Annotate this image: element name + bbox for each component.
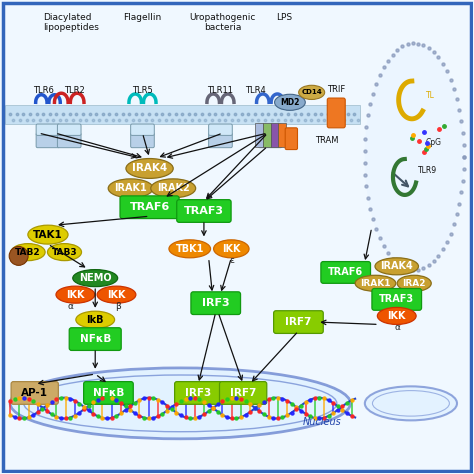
FancyBboxPatch shape [321,262,371,283]
FancyBboxPatch shape [255,123,263,147]
FancyBboxPatch shape [174,382,222,404]
Ellipse shape [274,94,305,110]
Ellipse shape [299,85,325,100]
Text: Nucleus: Nucleus [303,417,341,427]
Ellipse shape [108,179,153,198]
Text: IkB: IkB [86,315,104,325]
Ellipse shape [9,246,28,265]
FancyBboxPatch shape [209,124,232,136]
FancyBboxPatch shape [327,98,345,128]
Ellipse shape [365,386,457,420]
Text: TLR2: TLR2 [64,86,84,95]
FancyBboxPatch shape [36,133,60,148]
FancyBboxPatch shape [258,124,282,136]
Ellipse shape [126,158,173,178]
Text: Flagellin: Flagellin [123,12,162,21]
Text: IRAK2: IRAK2 [157,183,190,193]
Text: TLR4: TLR4 [246,86,266,95]
FancyBboxPatch shape [209,133,232,148]
Text: β: β [115,301,121,310]
Text: TRAF3: TRAF3 [379,294,414,304]
FancyBboxPatch shape [69,328,121,350]
Text: CpG: CpG [426,138,442,147]
Text: TBK1: TBK1 [175,244,204,254]
FancyBboxPatch shape [372,289,421,310]
Ellipse shape [97,286,136,303]
Text: α: α [395,323,401,332]
FancyBboxPatch shape [258,133,282,148]
FancyBboxPatch shape [273,311,323,333]
Ellipse shape [377,308,416,324]
Ellipse shape [355,275,396,292]
FancyBboxPatch shape [278,123,286,147]
Ellipse shape [11,244,45,261]
Ellipse shape [10,368,350,439]
Text: TAB3: TAB3 [52,247,77,256]
FancyBboxPatch shape [120,196,179,219]
FancyBboxPatch shape [83,382,133,404]
Text: IKK: IKK [387,311,406,321]
Text: MD2: MD2 [280,98,300,107]
Text: α: α [68,301,73,310]
FancyBboxPatch shape [57,124,81,136]
Text: IRAK1: IRAK1 [114,183,147,193]
Ellipse shape [397,275,431,292]
Text: IRAK4: IRAK4 [380,261,413,271]
FancyBboxPatch shape [219,382,267,404]
Ellipse shape [76,311,115,328]
Text: TLR11: TLR11 [208,86,234,95]
Ellipse shape [47,244,82,261]
FancyBboxPatch shape [285,128,298,150]
Text: NFκB: NFκB [93,388,124,398]
Text: TLR9: TLR9 [418,166,437,175]
Text: IRA2: IRA2 [402,279,426,288]
Text: TLR6: TLR6 [33,86,54,95]
FancyBboxPatch shape [177,200,231,222]
Text: IRF3: IRF3 [185,388,211,398]
Text: IKK: IKK [107,290,126,300]
Text: IRF3: IRF3 [202,298,229,308]
Text: IRF7: IRF7 [230,388,256,398]
Text: LPS: LPS [276,12,292,21]
Text: TAK1: TAK1 [33,229,63,240]
Text: CD14: CD14 [301,90,322,95]
Text: TRAF6: TRAF6 [328,267,363,277]
Text: Diacylated
lipopeptides: Diacylated lipopeptides [43,12,99,32]
Text: ε: ε [230,256,235,265]
Ellipse shape [375,258,419,275]
Ellipse shape [365,43,464,270]
Text: TRAF3: TRAF3 [184,206,224,216]
Text: Uropathogenic
bacteria: Uropathogenic bacteria [190,12,256,32]
Text: NEMO: NEMO [79,273,111,283]
Text: TLR5: TLR5 [132,86,153,95]
Text: TRIF: TRIF [327,85,346,94]
FancyBboxPatch shape [191,292,240,315]
Ellipse shape [169,240,210,258]
Ellipse shape [28,225,68,244]
Text: IKK: IKK [66,290,85,300]
Text: TL: TL [426,91,435,100]
Text: TRAF6: TRAF6 [129,202,170,212]
FancyBboxPatch shape [271,123,278,147]
Ellipse shape [214,240,249,258]
FancyBboxPatch shape [57,133,81,148]
Ellipse shape [56,286,95,303]
Text: IRAK4: IRAK4 [132,164,167,173]
Text: TRAM: TRAM [315,136,338,145]
Text: NFκB: NFκB [80,334,111,344]
Text: AP-1: AP-1 [21,388,48,398]
Ellipse shape [151,179,196,198]
Ellipse shape [73,270,118,287]
Text: IRAK1: IRAK1 [360,279,391,288]
FancyBboxPatch shape [36,124,60,136]
Text: IRF7: IRF7 [285,317,311,327]
FancyBboxPatch shape [5,105,360,124]
FancyBboxPatch shape [11,382,58,404]
FancyBboxPatch shape [131,124,155,136]
FancyBboxPatch shape [131,133,155,148]
Text: TAB2: TAB2 [15,247,41,256]
FancyBboxPatch shape [263,123,271,147]
Text: IKK: IKK [222,244,241,254]
